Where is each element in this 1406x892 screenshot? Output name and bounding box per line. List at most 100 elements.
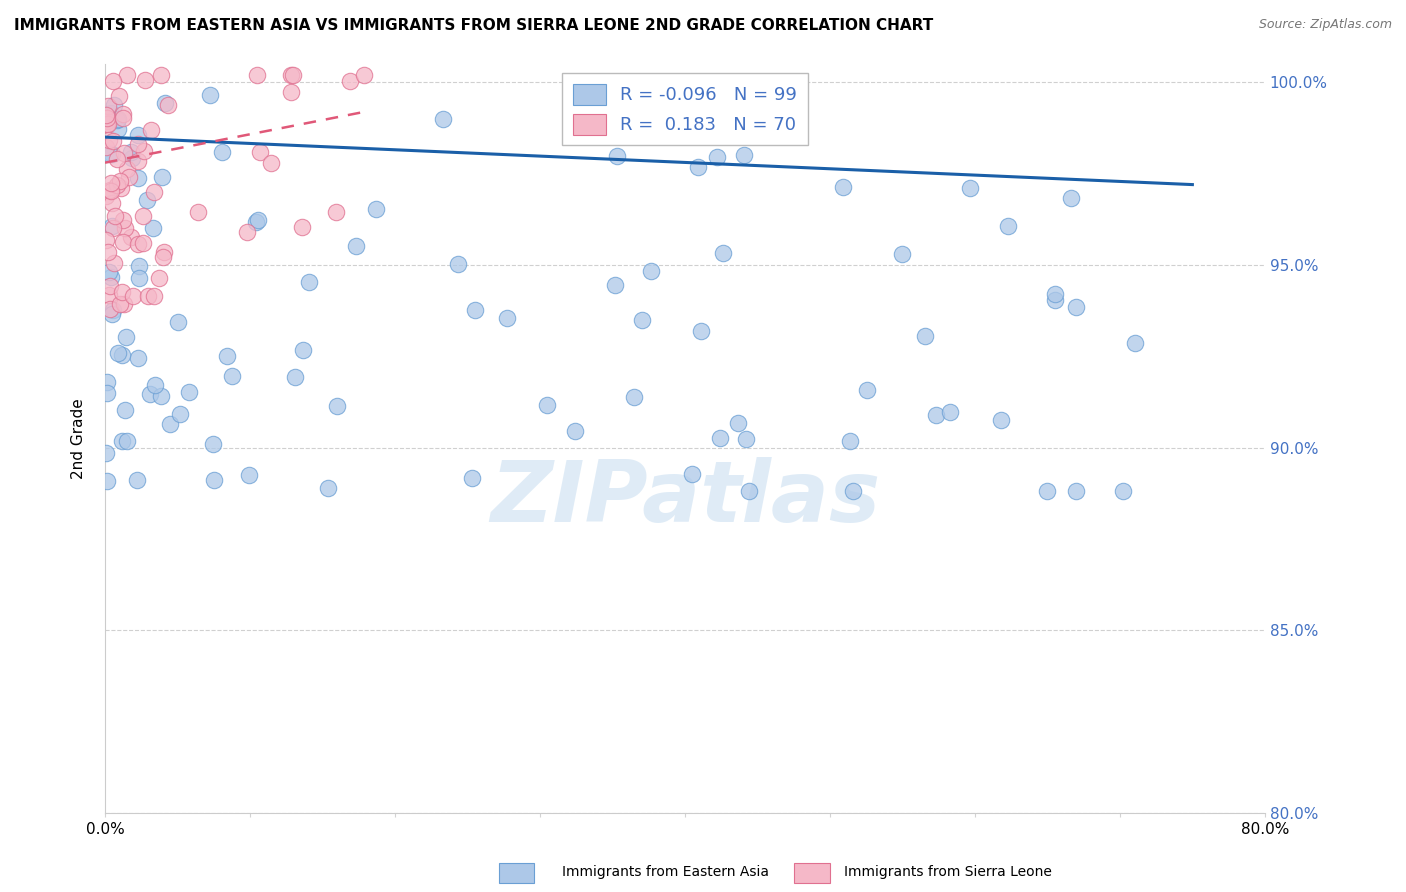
Point xyxy=(120,230,142,244)
Point xyxy=(97,133,120,147)
Point xyxy=(997,219,1019,233)
Point xyxy=(202,474,225,488)
Point xyxy=(105,152,128,166)
Point xyxy=(96,376,118,390)
Point xyxy=(118,169,141,184)
Point xyxy=(127,170,149,185)
Point xyxy=(127,137,149,152)
Point xyxy=(245,215,267,229)
Point xyxy=(96,386,118,401)
Point xyxy=(284,370,307,384)
Point xyxy=(281,68,304,82)
Point xyxy=(104,209,127,223)
Point xyxy=(103,97,125,112)
Point xyxy=(108,89,131,103)
Point xyxy=(107,112,129,126)
Point xyxy=(706,150,728,164)
Point xyxy=(145,378,167,392)
Point xyxy=(153,96,176,111)
Point xyxy=(103,134,125,148)
Point xyxy=(890,247,912,261)
Point xyxy=(727,417,749,431)
Point xyxy=(536,398,558,412)
Point xyxy=(640,264,662,278)
Point xyxy=(96,111,118,125)
Text: Immigrants from Eastern Asia: Immigrants from Eastern Asia xyxy=(562,865,769,880)
Point xyxy=(291,220,314,235)
Point xyxy=(939,405,962,419)
Point xyxy=(138,387,160,401)
Point xyxy=(128,271,150,285)
Point xyxy=(1043,286,1066,301)
Point xyxy=(1064,300,1087,314)
Point xyxy=(98,279,121,293)
Point xyxy=(100,307,122,321)
Point xyxy=(96,107,118,121)
Point xyxy=(447,257,470,271)
Point xyxy=(681,467,703,482)
Point xyxy=(142,220,165,235)
Point xyxy=(738,484,761,499)
Point xyxy=(605,278,627,293)
Point xyxy=(246,212,269,227)
Point xyxy=(127,351,149,366)
Point xyxy=(96,475,118,489)
Point xyxy=(167,315,190,329)
Point xyxy=(366,202,388,216)
Text: ZIPatlas: ZIPatlas xyxy=(489,457,880,540)
Point xyxy=(280,85,302,99)
Point xyxy=(135,193,157,207)
Point xyxy=(139,123,162,137)
Point xyxy=(143,185,166,199)
Point xyxy=(100,106,122,120)
Point xyxy=(1066,484,1088,499)
Point xyxy=(236,225,259,239)
Point xyxy=(831,180,853,194)
Point xyxy=(110,181,132,195)
Point xyxy=(1123,336,1146,351)
Point xyxy=(156,98,179,112)
Point xyxy=(211,145,233,160)
Point xyxy=(159,417,181,431)
Point xyxy=(856,383,879,397)
Point xyxy=(114,402,136,417)
Point xyxy=(96,446,118,460)
Point xyxy=(100,269,122,284)
Point xyxy=(280,68,302,82)
Point xyxy=(117,68,139,82)
Point xyxy=(842,484,865,499)
Point xyxy=(108,174,131,188)
Point xyxy=(326,400,349,414)
Point xyxy=(187,205,209,219)
Point xyxy=(110,348,132,362)
Point xyxy=(339,74,361,88)
Point xyxy=(112,213,135,227)
Point xyxy=(1060,191,1083,205)
Point xyxy=(100,176,122,190)
Point xyxy=(464,302,486,317)
Point xyxy=(149,388,172,402)
Point xyxy=(697,125,720,139)
Point xyxy=(1036,484,1059,499)
Point xyxy=(198,88,221,103)
Point xyxy=(107,113,129,128)
Point xyxy=(734,432,756,446)
Point xyxy=(96,113,118,128)
Point xyxy=(127,237,149,252)
Point xyxy=(153,245,176,260)
Point xyxy=(623,390,645,404)
Point xyxy=(325,204,347,219)
Point xyxy=(733,147,755,161)
Point xyxy=(100,184,122,198)
Point xyxy=(114,221,136,235)
Point xyxy=(260,156,283,170)
Point xyxy=(112,111,135,125)
Point xyxy=(461,471,484,485)
Point xyxy=(132,144,155,158)
Point xyxy=(97,245,120,260)
Point xyxy=(246,69,269,83)
Point xyxy=(97,117,120,131)
Point xyxy=(169,407,191,421)
Point xyxy=(96,233,118,247)
Point xyxy=(108,297,131,311)
